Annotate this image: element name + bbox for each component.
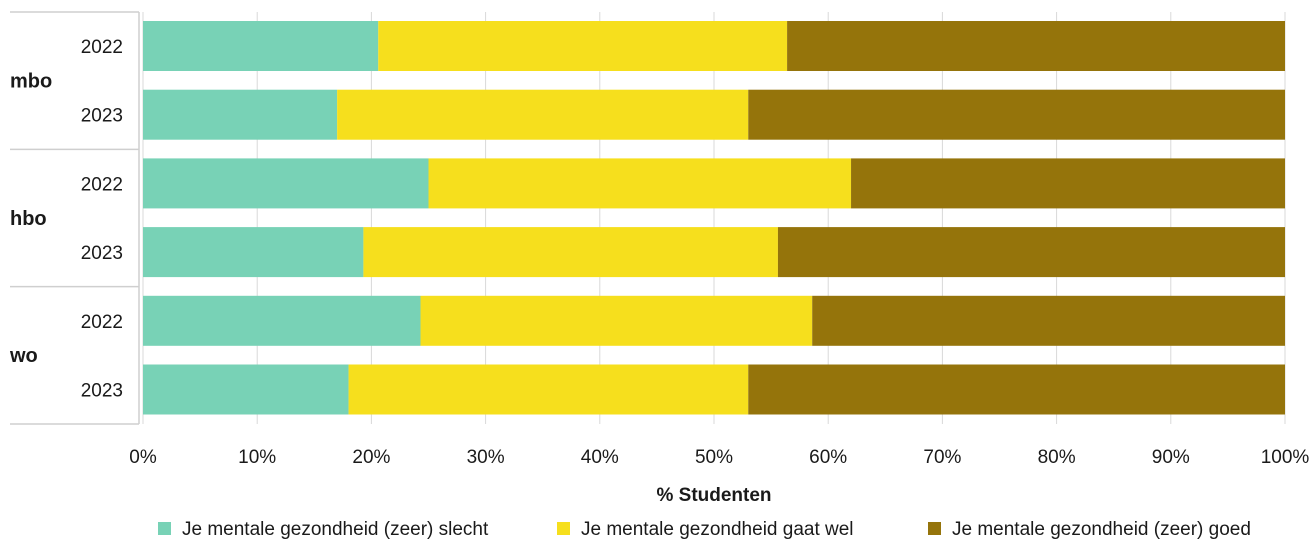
category-label: 2023 bbox=[81, 381, 123, 402]
category-frame bbox=[10, 11, 140, 425]
legend-label: Je mentale gezondheid gaat wel bbox=[581, 519, 854, 540]
x-axis-ticks: 0% 10% 20% 30% 40% 50% 60% 70% 80% 90% 100% bbox=[129, 447, 1309, 468]
legend-swatch bbox=[928, 522, 941, 535]
bar-segment bbox=[420, 295, 813, 346]
legend-swatch bbox=[557, 522, 570, 535]
x-tick-label: 10% bbox=[238, 447, 276, 468]
bar-segment bbox=[363, 227, 778, 278]
bar-segment bbox=[748, 89, 1285, 140]
bars bbox=[143, 21, 1285, 415]
category-labels: 2022 2023 mbo 2022 2023 hbo 2022 2023 wo bbox=[9, 37, 123, 402]
bar-segment bbox=[378, 21, 788, 71]
legend-label: Je mentale gezondheid (zeer) goed bbox=[952, 519, 1251, 540]
legend: Je mentale gezondheid (zeer) slecht Je me… bbox=[158, 519, 1251, 540]
x-tick-label: 40% bbox=[581, 447, 619, 468]
x-tick-label: 80% bbox=[1038, 447, 1076, 468]
bar-segment bbox=[143, 295, 421, 346]
bar-segment bbox=[143, 364, 349, 415]
bar-segment bbox=[348, 364, 749, 415]
category-label: 2023 bbox=[81, 243, 123, 264]
bar-segment bbox=[143, 158, 429, 209]
x-tick-label: 0% bbox=[129, 447, 157, 468]
bar-segment bbox=[143, 227, 364, 278]
category-label: 2022 bbox=[81, 37, 123, 58]
bar-segment bbox=[428, 158, 852, 209]
x-tick-label: 60% bbox=[809, 447, 847, 468]
group-label: hbo bbox=[10, 208, 47, 230]
group-label: mbo bbox=[10, 70, 52, 92]
bar-segment bbox=[337, 89, 749, 140]
bar-segment bbox=[748, 364, 1285, 415]
x-tick-label: 100% bbox=[1261, 447, 1310, 468]
bar-segment bbox=[787, 21, 1285, 71]
group-label: wo bbox=[9, 345, 38, 367]
bar-segment bbox=[143, 21, 379, 71]
legend-label: Je mentale gezondheid (zeer) slecht bbox=[182, 519, 489, 540]
category-label: 2022 bbox=[81, 312, 123, 333]
category-label: 2023 bbox=[81, 106, 123, 127]
legend-swatch bbox=[158, 522, 171, 535]
x-tick-label: 70% bbox=[923, 447, 961, 468]
x-axis-title: % Studenten bbox=[656, 485, 771, 506]
x-tick-label: 30% bbox=[467, 447, 505, 468]
category-label: 2022 bbox=[81, 174, 123, 195]
bar-segment bbox=[143, 89, 338, 140]
bar-segment bbox=[851, 158, 1285, 209]
x-tick-label: 90% bbox=[1152, 447, 1190, 468]
x-tick-label: 50% bbox=[695, 447, 733, 468]
x-tick-label: 20% bbox=[352, 447, 390, 468]
grid-lines bbox=[142, 12, 1286, 424]
bar-segment bbox=[812, 295, 1285, 346]
bar-segment bbox=[777, 227, 1285, 278]
